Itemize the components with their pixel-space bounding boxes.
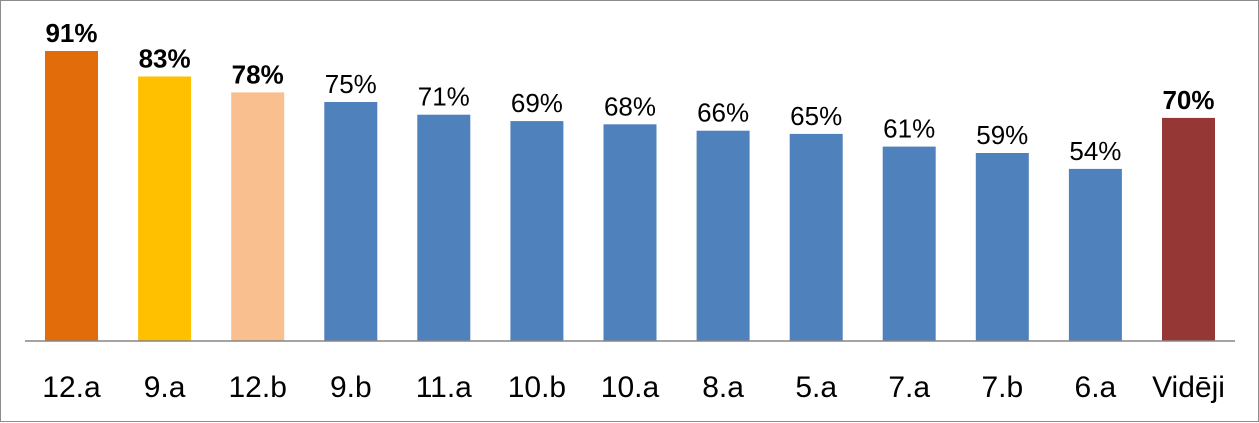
- x-tick-label-6.a: 6.a: [1075, 371, 1117, 404]
- data-label-5.a: 65%: [790, 101, 842, 131]
- bar-9.b: [324, 102, 378, 341]
- x-tick-label-10.a: 10.a: [601, 371, 660, 404]
- bar-12.b: [231, 92, 285, 342]
- bar-10.b: [510, 121, 564, 341]
- x-tick-label-11.a: 11.a: [416, 371, 472, 404]
- bar-12.a: [45, 51, 98, 341]
- data-label-7.a: 61%: [883, 114, 935, 144]
- data-label-9.b: 75%: [325, 69, 377, 99]
- x-tick-label-12.a: 12.a: [42, 371, 101, 404]
- x-tick-label-7.b: 7.b: [981, 371, 1023, 404]
- data-label-10.b: 69%: [511, 88, 563, 118]
- data-label-9.a: 83%: [139, 44, 191, 74]
- bar-9.a: [138, 76, 192, 341]
- data-label-7.b: 59%: [976, 120, 1028, 150]
- x-tick-label-10.b: 10.b: [508, 371, 566, 404]
- x-tick-label-12.b: 12.b: [229, 371, 287, 404]
- bar-8.a: [696, 130, 750, 341]
- x-tick-label-9.b: 9.b: [330, 371, 372, 404]
- x-tick-label-5.a: 5.a: [795, 371, 837, 404]
- data-label-11.a: 71%: [418, 82, 470, 112]
- bar-11.a: [417, 114, 471, 341]
- bar-7.b: [975, 153, 1029, 341]
- x-tick-label-Vidēji: Vidēji: [1152, 371, 1225, 404]
- data-label-8.a: 66%: [697, 98, 749, 128]
- bar-5.a: [789, 133, 843, 341]
- x-tick-label-7.a: 7.a: [888, 371, 930, 404]
- bar-6.a: [1068, 168, 1122, 341]
- data-label-12.b: 78%: [232, 59, 284, 89]
- data-label-Vidēji: 70%: [1162, 85, 1214, 115]
- x-tick-label-8.a: 8.a: [702, 371, 744, 404]
- data-label-12.a: 91%: [45, 18, 97, 48]
- bar-7.a: [882, 146, 936, 341]
- bar-Vidēji: [1162, 117, 1215, 342]
- data-label-10.a: 68%: [604, 91, 656, 121]
- data-label-6.a: 54%: [1069, 136, 1121, 166]
- bar-10.a: [603, 124, 657, 341]
- x-tick-label-9.a: 9.a: [144, 371, 186, 404]
